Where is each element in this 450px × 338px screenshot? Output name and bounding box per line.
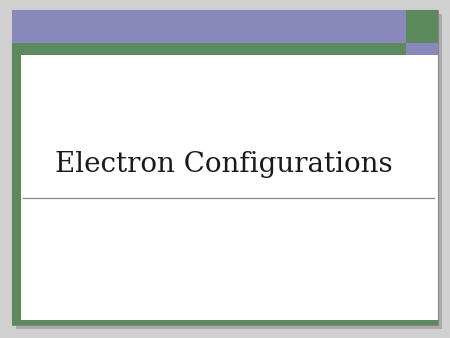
Bar <box>12 320 438 325</box>
Bar <box>12 10 406 43</box>
Bar <box>12 55 21 325</box>
Bar <box>12 43 406 55</box>
Bar <box>406 43 438 55</box>
Text: Electron Configurations: Electron Configurations <box>55 151 392 178</box>
Bar <box>406 10 438 43</box>
